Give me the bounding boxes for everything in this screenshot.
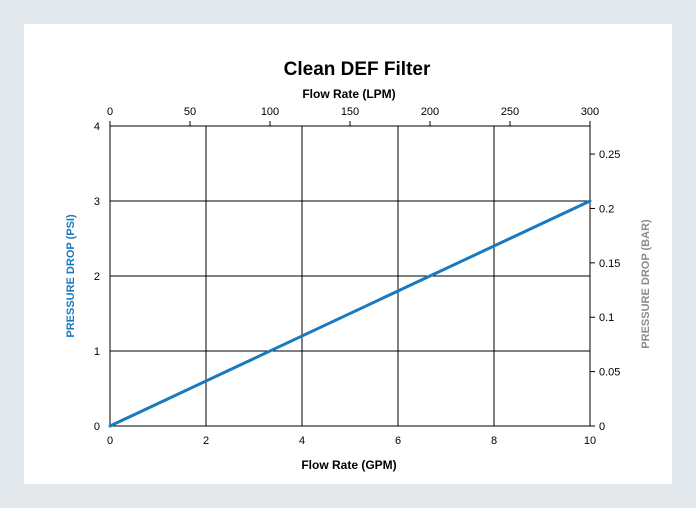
y2-tick-label: 0.25 [599, 149, 620, 161]
y2-tick-label: 0.05 [599, 367, 620, 379]
x2-tick-label: 50 [184, 106, 196, 118]
y-tick-label: 2 [94, 271, 100, 283]
x-tick-label: 0 [107, 435, 113, 447]
x2-tick-label: 0 [107, 106, 113, 118]
y-tick-label: 4 [94, 121, 100, 133]
y2-tick-label: 0.1 [599, 312, 614, 324]
chart-svg: Clean DEF Filter Flow Rate (LPM) Flow Ra… [65, 59, 652, 472]
x2-axis-label: Flow Rate (LPM) [302, 87, 395, 101]
y2-axis-label: PRESSURE DROP (BAR) [640, 219, 652, 349]
y-tick-label: 0 [94, 421, 100, 433]
y-axis-label: PRESSURE DROP (PSI) [65, 214, 77, 338]
x2-tick-label: 100 [261, 106, 279, 118]
chart-title: Clean DEF Filter [284, 59, 431, 80]
x2-tick-label: 250 [501, 106, 519, 118]
x-tick-label: 8 [491, 435, 497, 447]
series-line [108, 199, 592, 428]
x-tick-label: 6 [395, 435, 401, 447]
x2-tick-label: 200 [421, 106, 439, 118]
y2-tick-label: 0.2 [599, 203, 614, 215]
y2-tick-label: 0.15 [599, 258, 620, 270]
x-tick-label: 2 [203, 435, 209, 447]
series-layer [108, 199, 592, 428]
x-tick-label: 10 [584, 435, 596, 447]
y2-tick-label: 0 [599, 421, 605, 433]
y-tick-label: 1 [94, 346, 100, 358]
x2-tick-label: 300 [581, 106, 599, 118]
x-axis-label: Flow Rate (GPM) [301, 458, 396, 472]
y-tick-label: 3 [94, 196, 100, 208]
grid [109, 121, 595, 427]
x2-tick-label: 150 [341, 106, 359, 118]
chart-panel: Clean DEF Filter Flow Rate (LPM) Flow Ra… [24, 24, 672, 484]
x-tick-label: 4 [299, 435, 305, 447]
